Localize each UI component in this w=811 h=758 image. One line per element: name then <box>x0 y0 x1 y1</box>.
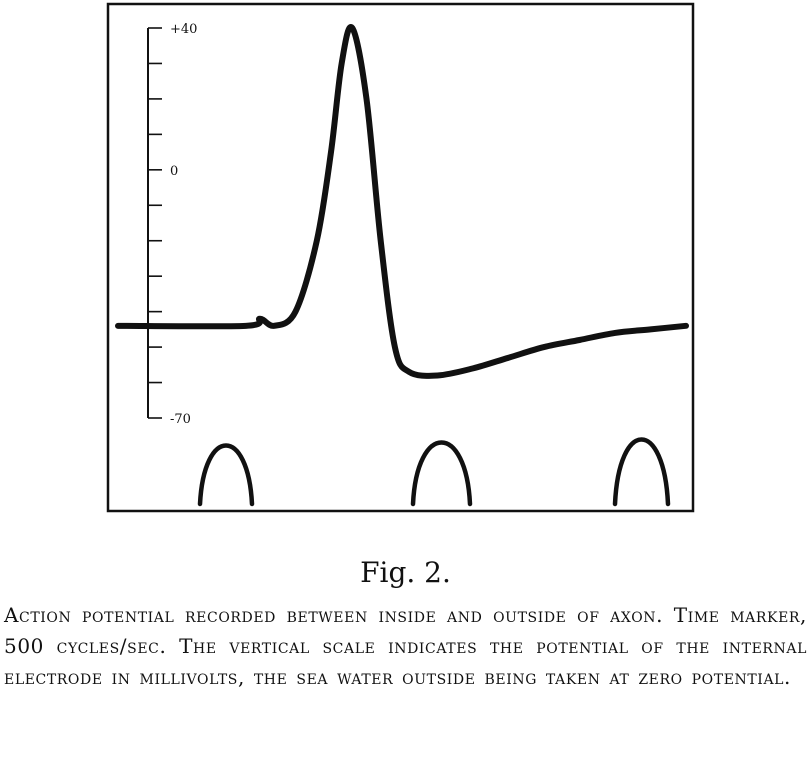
plot-frame <box>106 2 695 513</box>
time-marker-group <box>197 437 671 507</box>
y-tick-label: +40 <box>170 22 197 37</box>
y-tick-label: -70 <box>170 412 191 427</box>
figure-label: Fig. 2. <box>360 556 451 589</box>
figure-caption: Action potential recorded between inside… <box>4 603 807 689</box>
y-tick-label: 0 <box>170 164 178 179</box>
time-marker-arch <box>612 437 671 507</box>
figure-plot: +40 0 -70 <box>106 2 695 513</box>
time-marker-arch <box>410 440 473 507</box>
y-axis-scale: +40 0 -70 <box>147 22 197 427</box>
action-potential-trace <box>115 23 689 379</box>
trace-group <box>115 23 689 379</box>
time-marker-arch <box>197 443 255 507</box>
chart-svg: +40 0 -70 <box>106 2 695 513</box>
